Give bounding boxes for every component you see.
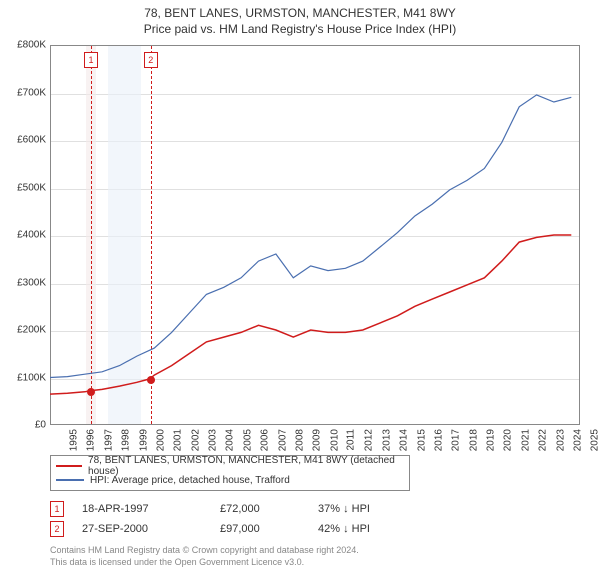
y-axis-label: £500K <box>17 182 46 193</box>
y-axis-label: £800K <box>17 40 46 51</box>
x-axis-label: 2015 <box>416 429 427 451</box>
x-axis-label: 2001 <box>173 429 184 451</box>
attribution-line1: Contains HM Land Registry data © Crown c… <box>50 545 580 557</box>
x-axis-label: 2012 <box>364 429 375 451</box>
x-axis-label: 2021 <box>520 429 531 451</box>
x-axis-label: 2024 <box>572 429 583 451</box>
chart-plot-area: 12 £0£100K£200K£300K£400K£500K£600K£700K… <box>50 45 580 425</box>
x-axis-label: 2006 <box>259 429 270 451</box>
sale-price: £97,000 <box>220 523 300 535</box>
x-axis-label: 2017 <box>451 429 462 451</box>
legend-box: 78, BENT LANES, URMSTON, MANCHESTER, M41… <box>50 455 410 491</box>
legend-swatch-series1 <box>56 465 82 467</box>
x-axis-label: 2007 <box>277 429 288 451</box>
attribution-line2: This data is licensed under the Open Gov… <box>50 557 580 568</box>
attribution-text: Contains HM Land Registry data © Crown c… <box>50 545 580 568</box>
legend-swatch-series2 <box>56 479 84 481</box>
sale-marker-box: 2 <box>50 521 64 537</box>
x-axis-label: 2000 <box>155 429 166 451</box>
x-axis-label: 1995 <box>68 429 79 451</box>
x-axis-label: 2009 <box>312 429 323 451</box>
x-axis-label: 2013 <box>381 429 392 451</box>
x-axis-label: 2019 <box>485 429 496 451</box>
sale-price: £72,000 <box>220 503 300 515</box>
y-axis-label: £600K <box>17 135 46 146</box>
series-line-hpi <box>50 95 571 378</box>
legend-label-series2: HPI: Average price, detached house, Traf… <box>90 475 290 486</box>
x-axis-label: 2020 <box>503 429 514 451</box>
y-axis-label: £0 <box>35 420 46 431</box>
x-axis-label: 2011 <box>346 429 357 451</box>
sale-date: 27-SEP-2000 <box>82 523 202 535</box>
sale-date: 18-APR-1997 <box>82 503 202 515</box>
y-axis-label: £300K <box>17 277 46 288</box>
sale-marker-box: 1 <box>50 501 64 517</box>
x-axis-label: 2005 <box>242 429 253 451</box>
sale-row: 2 27-SEP-2000 £97,000 42% ↓ HPI <box>50 519 580 539</box>
x-axis-label: 2010 <box>329 429 340 451</box>
x-axis-label: 1999 <box>138 429 149 451</box>
x-axis-label: 2025 <box>590 429 600 451</box>
x-axis-label: 2014 <box>398 429 409 451</box>
y-axis-label: £100K <box>17 372 46 383</box>
x-axis-label: 2023 <box>555 429 566 451</box>
x-axis-label: 2002 <box>190 429 201 451</box>
x-axis-label: 2022 <box>537 429 548 451</box>
y-axis-label: £400K <box>17 230 46 241</box>
x-axis-label: 2018 <box>468 429 479 451</box>
x-axis-label: 1996 <box>86 429 97 451</box>
y-axis-label: £200K <box>17 325 46 336</box>
legend-area: 78, BENT LANES, URMSTON, MANCHESTER, M41… <box>50 455 580 568</box>
sale-pct-vs-hpi: 37% ↓ HPI <box>318 503 418 515</box>
x-axis-label: 1997 <box>103 429 114 451</box>
x-axis-label: 2004 <box>225 429 236 451</box>
x-axis-label: 2008 <box>294 429 305 451</box>
sale-pct-vs-hpi: 42% ↓ HPI <box>318 523 418 535</box>
chart-title-line1: 78, BENT LANES, URMSTON, MANCHESTER, M41… <box>0 6 600 20</box>
x-axis-label: 2016 <box>433 429 444 451</box>
y-axis-label: £700K <box>17 87 46 98</box>
sale-row: 1 18-APR-1997 £72,000 37% ↓ HPI <box>50 499 580 519</box>
x-axis-label: 1998 <box>120 429 131 451</box>
x-axis-label: 2003 <box>207 429 218 451</box>
series-line-price_paid <box>50 235 571 394</box>
chart-title-line2: Price paid vs. HM Land Registry's House … <box>0 22 600 36</box>
